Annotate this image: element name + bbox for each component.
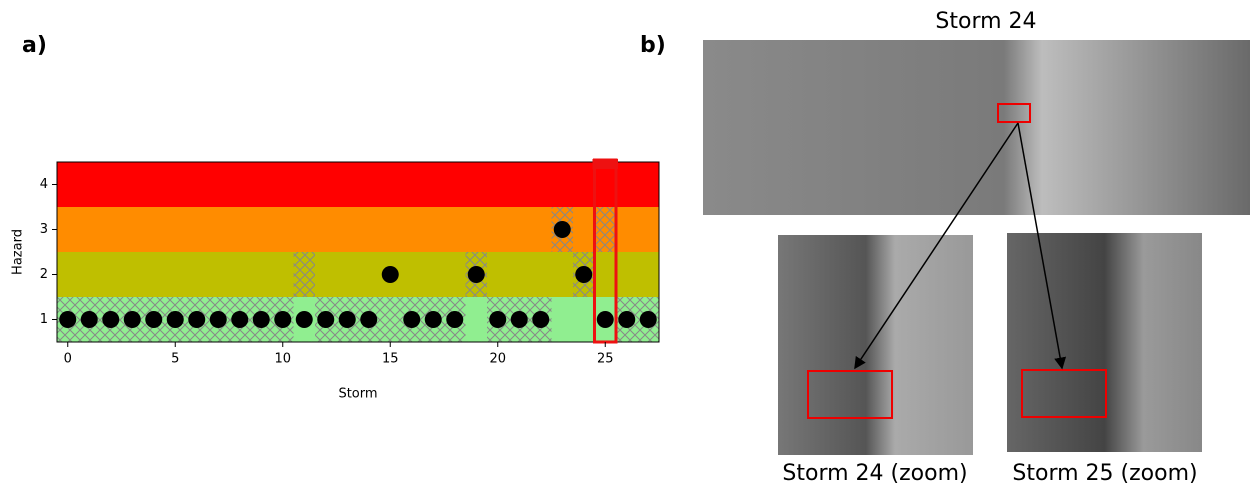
frame: [56, 161, 660, 343]
roi-box: [807, 370, 893, 419]
point: [510, 311, 528, 328]
photo-zoom: [1007, 233, 1202, 452]
point: [231, 311, 249, 328]
photo-zoom: [778, 235, 973, 455]
point: [123, 311, 141, 328]
hazard-band: [57, 252, 659, 297]
point: [59, 311, 77, 328]
highlight-cap: [592, 159, 618, 169]
caption: Storm 25 (zoom): [1012, 461, 1197, 486]
point: [618, 311, 636, 328]
observed-cell: [594, 207, 616, 252]
caption: Storm 24: [935, 9, 1036, 34]
point: [553, 221, 571, 238]
point: [317, 311, 335, 328]
panel-label: a): [22, 33, 47, 58]
point: [424, 311, 442, 328]
y-tick-label: 3: [40, 222, 48, 237]
roi-box: [997, 103, 1031, 123]
point: [446, 311, 464, 328]
roi-box: [1021, 369, 1107, 418]
point: [596, 311, 614, 328]
caption: Storm 24 (zoom): [782, 461, 967, 486]
arrow: [1017, 122, 1067, 370]
point: [338, 311, 356, 328]
x-axis-label: Storm: [338, 387, 377, 402]
observed-cell: [293, 252, 315, 297]
point: [403, 311, 421, 328]
point: [381, 266, 399, 283]
hazard-band: [57, 162, 659, 207]
x-tick-label: 15: [382, 352, 399, 367]
point: [575, 266, 593, 283]
y-tick-label: 1: [40, 312, 48, 327]
photo-main: [703, 40, 1250, 215]
x-tick-label: 25: [597, 352, 614, 367]
point: [252, 311, 270, 328]
photos: Storm 24 Storm 24 (zoom) Storm 25 (zoom): [703, 9, 1250, 486]
panel-label: b): [640, 33, 666, 58]
arrow: [854, 122, 1019, 370]
point: [166, 311, 184, 328]
point: [639, 311, 657, 328]
point: [532, 311, 550, 328]
point: [80, 311, 98, 328]
point: [295, 311, 313, 328]
x-tick-label: 10: [274, 352, 291, 367]
point: [188, 311, 206, 328]
y-tick-label: 4: [40, 177, 48, 192]
point: [467, 266, 485, 283]
y-axis-label: Hazard: [11, 229, 26, 275]
y-tick-label: 2: [40, 267, 48, 282]
point: [209, 311, 227, 328]
x-tick-label: 20: [489, 352, 506, 367]
point: [360, 311, 378, 328]
point: [489, 311, 507, 328]
chart: 0 5 10 15 20 25 1 2 3 4 Storm Hazard: [11, 158, 660, 402]
observed-cell: [379, 297, 401, 342]
x-tick-label: 0: [64, 352, 72, 367]
point: [102, 311, 120, 328]
point: [145, 311, 163, 328]
x-tick-label: 5: [171, 352, 179, 367]
point: [274, 311, 292, 328]
